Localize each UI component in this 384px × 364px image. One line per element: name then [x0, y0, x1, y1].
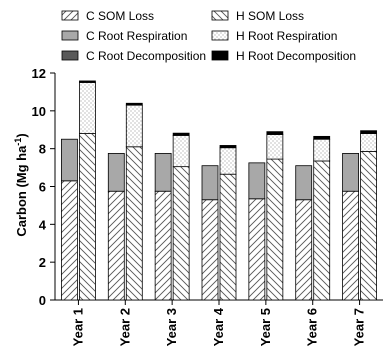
x-category-label: Year 7 [352, 308, 367, 346]
bar-h-root-respiration-year-6 [313, 138, 331, 162]
legend-label-c-root-decomposition: C Root Decomposition [86, 49, 206, 63]
bar-c-som-loss-year-3 [154, 190, 172, 301]
bar-h-som-loss-year-1 [79, 133, 96, 301]
y-tick-label: 8 [39, 142, 46, 157]
bar-c-root-respiration-year-6 [295, 165, 313, 201]
bar-h-root-respiration-year-2 [125, 104, 143, 148]
bar-c-root-respiration-year-4 [201, 165, 219, 201]
y-axis-title: Carbon (Mg ha-1) [13, 133, 29, 236]
y-tick-label: 0 [39, 293, 46, 308]
bar-h-root-respiration-year-7 [360, 133, 377, 152]
bar-c-root-respiration-year-7 [342, 152, 359, 192]
bar-c-som-loss-year-7 [342, 190, 359, 301]
x-category-label: Year 3 [164, 308, 179, 346]
bar-h-som-loss-year-5 [266, 158, 284, 301]
bar-h-root-decomposition-year-5 [266, 131, 284, 135]
bar-c-som-loss-year-4 [201, 199, 219, 301]
bar-c-som-loss-year-6 [295, 199, 313, 301]
bar-h-som-loss-year-2 [125, 146, 143, 301]
legend-label-h-som-loss: H SOM Loss [236, 9, 304, 23]
bar-h-root-decomposition-year-7 [360, 130, 377, 134]
legend-swatch-c-som-loss [61, 10, 79, 21]
y-tick-label: 4 [39, 217, 47, 232]
bar-h-root-decomposition-year-6 [313, 135, 331, 140]
bar-h-root-decomposition-year-4 [219, 145, 237, 149]
bar-h-root-respiration-year-4 [219, 147, 237, 175]
bar-h-root-decomposition-year-1 [79, 80, 96, 83]
bar-h-som-loss-year-4 [219, 173, 237, 301]
y-axis-title-base: Carbon (Mg ha [14, 145, 29, 237]
bar-c-som-loss-year-5 [248, 198, 266, 301]
bar-h-root-respiration-year-5 [266, 134, 284, 160]
bar-c-root-respiration-year-5 [248, 162, 266, 200]
legend-label-c-root-respiration: C Root Respiration [86, 29, 187, 43]
bar-c-root-respiration-year-1 [61, 138, 78, 182]
y-tick-label: 6 [39, 180, 46, 195]
legend-swatch-h-som-loss [211, 10, 229, 21]
x-category-label: Year 5 [258, 308, 273, 346]
y-axis-title-end: ) [14, 133, 29, 137]
legend-swatch-h-root-decomposition [211, 50, 229, 61]
legend-swatch-c-root-decomposition [61, 50, 79, 61]
x-category-label: Year 4 [211, 307, 226, 346]
x-category-label: Year 2 [117, 308, 132, 346]
bar-c-som-loss-year-1 [61, 180, 78, 301]
legend-swatch-c-root-respiration [61, 30, 79, 41]
bar-c-root-respiration-year-3 [154, 152, 172, 192]
plot-area: 0 2 4 6 8 10 12 Year 1 Year 2 Year 3 Year 4 Year 5 Y… [32, 66, 383, 346]
legend: C SOM Loss H SOM Loss C Root Respiration H … [61, 9, 356, 63]
legend-swatch-h-root-respiration [211, 30, 229, 41]
x-category-label: Year 1 [70, 308, 85, 346]
bar-h-som-loss-year-7 [360, 151, 377, 301]
y-axis-title-superscript: -1 [13, 138, 23, 146]
y-tick-label: 10 [32, 104, 46, 119]
y-tick-label: 12 [32, 66, 46, 81]
legend-label-h-root-respiration: H Root Respiration [236, 29, 337, 43]
bar-h-root-decomposition-year-3 [172, 132, 190, 136]
bar-c-root-respiration-year-2 [107, 152, 125, 192]
legend-label-c-som-loss: C SOM Loss [86, 9, 154, 23]
x-category-label: Year 6 [305, 308, 320, 346]
y-tick-label: 2 [39, 255, 46, 270]
bar-h-som-loss-year-3 [172, 166, 190, 301]
bar-h-root-decomposition-year-2 [125, 102, 143, 106]
bar-h-root-respiration-year-1 [79, 82, 96, 134]
bar-h-root-respiration-year-3 [172, 135, 190, 168]
legend-label-h-root-decomposition: H Root Decomposition [236, 49, 356, 63]
bar-c-som-loss-year-2 [107, 190, 125, 301]
bar-h-som-loss-year-6 [313, 160, 331, 301]
